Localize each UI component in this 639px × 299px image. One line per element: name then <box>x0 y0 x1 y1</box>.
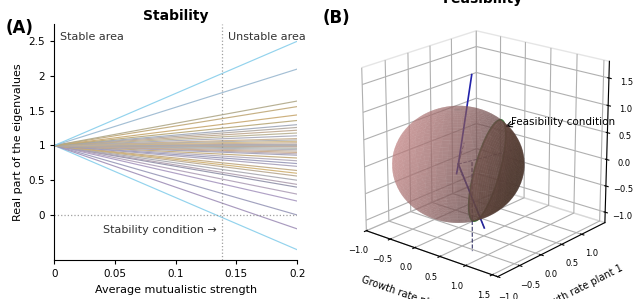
Text: Stable area: Stable area <box>61 32 124 42</box>
Y-axis label: Growth rate plant 1: Growth rate plant 1 <box>535 263 625 299</box>
Text: Unstable area: Unstable area <box>228 32 305 42</box>
Text: (A): (A) <box>6 19 34 37</box>
Text: (B): (B) <box>323 9 351 27</box>
Title: Feasibility: Feasibility <box>442 0 523 6</box>
X-axis label: Growth rate plant 2: Growth rate plant 2 <box>360 274 454 299</box>
X-axis label: Average mutualistic strength: Average mutualistic strength <box>95 285 257 295</box>
Title: Stability: Stability <box>143 9 208 23</box>
Text: Stability condition →: Stability condition → <box>103 225 217 235</box>
Text: Feasibility condition: Feasibility condition <box>511 117 615 127</box>
Y-axis label: Real part of the eigenvalues: Real part of the eigenvalues <box>13 63 23 221</box>
